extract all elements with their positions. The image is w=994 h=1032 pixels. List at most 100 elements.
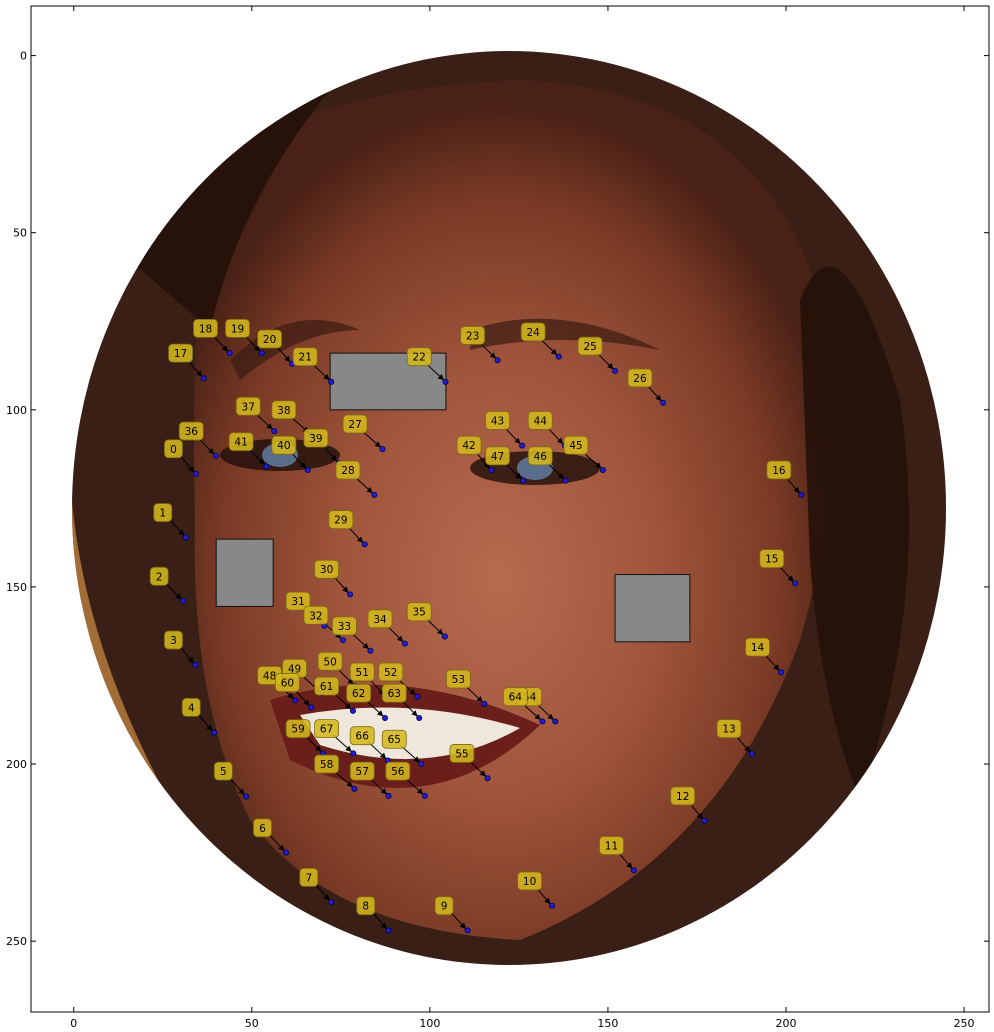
arrow-2 [164, 581, 182, 600]
landmark-label-box-42 [456, 435, 482, 455]
landmark-label-box-4 [181, 697, 201, 717]
face-photo [72, 51, 946, 965]
landmark-label-box-50 [317, 651, 343, 671]
landmark-label-15: 15 [759, 549, 785, 568]
landmark-label-box-22 [406, 347, 432, 367]
landmark-label-text-11: 11 [605, 841, 618, 853]
y-tick-label-50: 50 [13, 227, 27, 240]
landmark-label-text-4: 4 [188, 702, 195, 714]
landmark-label-13: 13 [716, 719, 742, 739]
landmark-label-28: 28 [335, 460, 361, 480]
landmark-label-27: 27 [342, 414, 368, 434]
landmark-label-text-32: 32 [309, 610, 322, 622]
y-tick-label-150: 150 [6, 581, 27, 594]
landmark-label-box-51 [349, 662, 375, 682]
landmark-label-text-46: 46 [534, 451, 548, 463]
landmark-label-box-16 [766, 460, 792, 480]
landmark-label-49: 49 [282, 659, 307, 678]
landmark-point-47 [520, 477, 527, 484]
landmark-label-box-58 [314, 754, 339, 774]
landmark-label-box-11 [599, 836, 624, 855]
landmark-label-26: 26 [627, 368, 653, 388]
landmark-label-box-47 [485, 446, 510, 466]
landmark-label-58: 58 [314, 754, 339, 774]
landmark-label-box-39 [303, 428, 329, 448]
landmark-label-18: 18 [193, 318, 218, 338]
landmark-label-box-61 [314, 676, 339, 696]
landmark-point-62 [381, 714, 388, 721]
landmark-label-50: 50 [317, 651, 343, 671]
landmark-label-text-5: 5 [220, 766, 227, 778]
landmark-label-5: 5 [213, 761, 233, 781]
landmark-label-32: 32 [303, 605, 329, 625]
landmark-label-box-25 [577, 336, 603, 356]
landmark-label-text-13: 13 [722, 724, 735, 736]
landmark-label-box-6 [253, 818, 272, 838]
arrow-3 [179, 645, 194, 664]
arrow-9 [449, 911, 467, 929]
landmark-label-box-33 [331, 616, 357, 636]
landmark-point-43 [519, 442, 526, 449]
x-tick-label-250: 250 [954, 1017, 975, 1030]
landmark-label-box-36 [178, 421, 204, 441]
landmark-label-text-50: 50 [323, 656, 336, 668]
landmark-label-text-63: 63 [388, 688, 401, 700]
landmark-label-box-5 [213, 761, 233, 781]
landmark-label-text-52: 52 [384, 667, 397, 679]
landmark-label-text-43: 43 [491, 415, 504, 427]
landmark-label-52: 52 [378, 662, 404, 682]
landmark-label-text-55: 55 [455, 748, 468, 760]
landmark-label-text-18: 18 [199, 323, 212, 335]
landmark-label-box-23 [460, 326, 486, 345]
arrow-4 [196, 713, 213, 731]
landmark-label-text-47: 47 [491, 451, 504, 463]
landmark-point-48 [292, 697, 299, 704]
landmark-label-text-1: 1 [159, 508, 166, 520]
landmark-point-56 [421, 792, 428, 799]
landmark-point-45 [599, 467, 606, 474]
occlusion-box-1 [215, 538, 274, 607]
landmark-point-60 [308, 704, 315, 711]
landmark-label-text-39: 39 [309, 433, 322, 445]
landmark-label-box-24 [520, 322, 546, 342]
landmark-label-box-53 [445, 669, 471, 689]
landmark-label-8: 8 [356, 896, 376, 916]
landmark-label-box-60 [275, 673, 300, 692]
landmark-point-23 [494, 357, 501, 364]
landmark-label-31: 31 [285, 591, 311, 611]
landmark-point-22 [442, 378, 449, 385]
landmark-label-text-16: 16 [772, 465, 786, 477]
landmark-label-text-19: 19 [231, 323, 244, 335]
landmark-label-box-1 [153, 503, 173, 522]
landmark-label-35: 35 [406, 602, 432, 622]
landmark-label-12: 12 [670, 786, 696, 806]
landmark-label-text-6: 6 [259, 823, 266, 835]
landmark-label-box-8 [356, 896, 376, 916]
landmark-label-65: 65 [381, 729, 407, 749]
landmark-label-box-12 [670, 786, 696, 806]
landmark-label-55: 55 [449, 744, 475, 763]
y-tick-label-100: 100 [6, 404, 27, 417]
landmark-label-text-58: 58 [320, 759, 333, 771]
landmark-point-37 [271, 428, 278, 435]
landmark-label-box-41 [228, 432, 254, 452]
landmark-point-33 [367, 647, 374, 654]
landmark-label-box-44 [527, 411, 553, 430]
landmark-label-text-24: 24 [526, 327, 540, 339]
landmark-point-65 [418, 761, 425, 768]
landmark-label-box-45 [563, 435, 589, 455]
landmark-label-21: 21 [292, 347, 318, 367]
landmark-point-26 [660, 399, 667, 406]
landmark-point-64 [539, 718, 546, 725]
landmark-label-box-40 [271, 435, 297, 455]
landmark-label-62: 62 [346, 683, 372, 703]
landmark-label-box-28 [335, 460, 361, 480]
landmark-point-18 [226, 350, 233, 357]
landmark-label-40: 40 [271, 435, 297, 455]
landmark-label-2: 2 [149, 566, 169, 586]
x-tick-label-200: 200 [776, 1017, 797, 1030]
x-axis: 0 50 100 150 200 250 [70, 6, 975, 1030]
landmark-label-text-0: 0 [170, 444, 177, 456]
